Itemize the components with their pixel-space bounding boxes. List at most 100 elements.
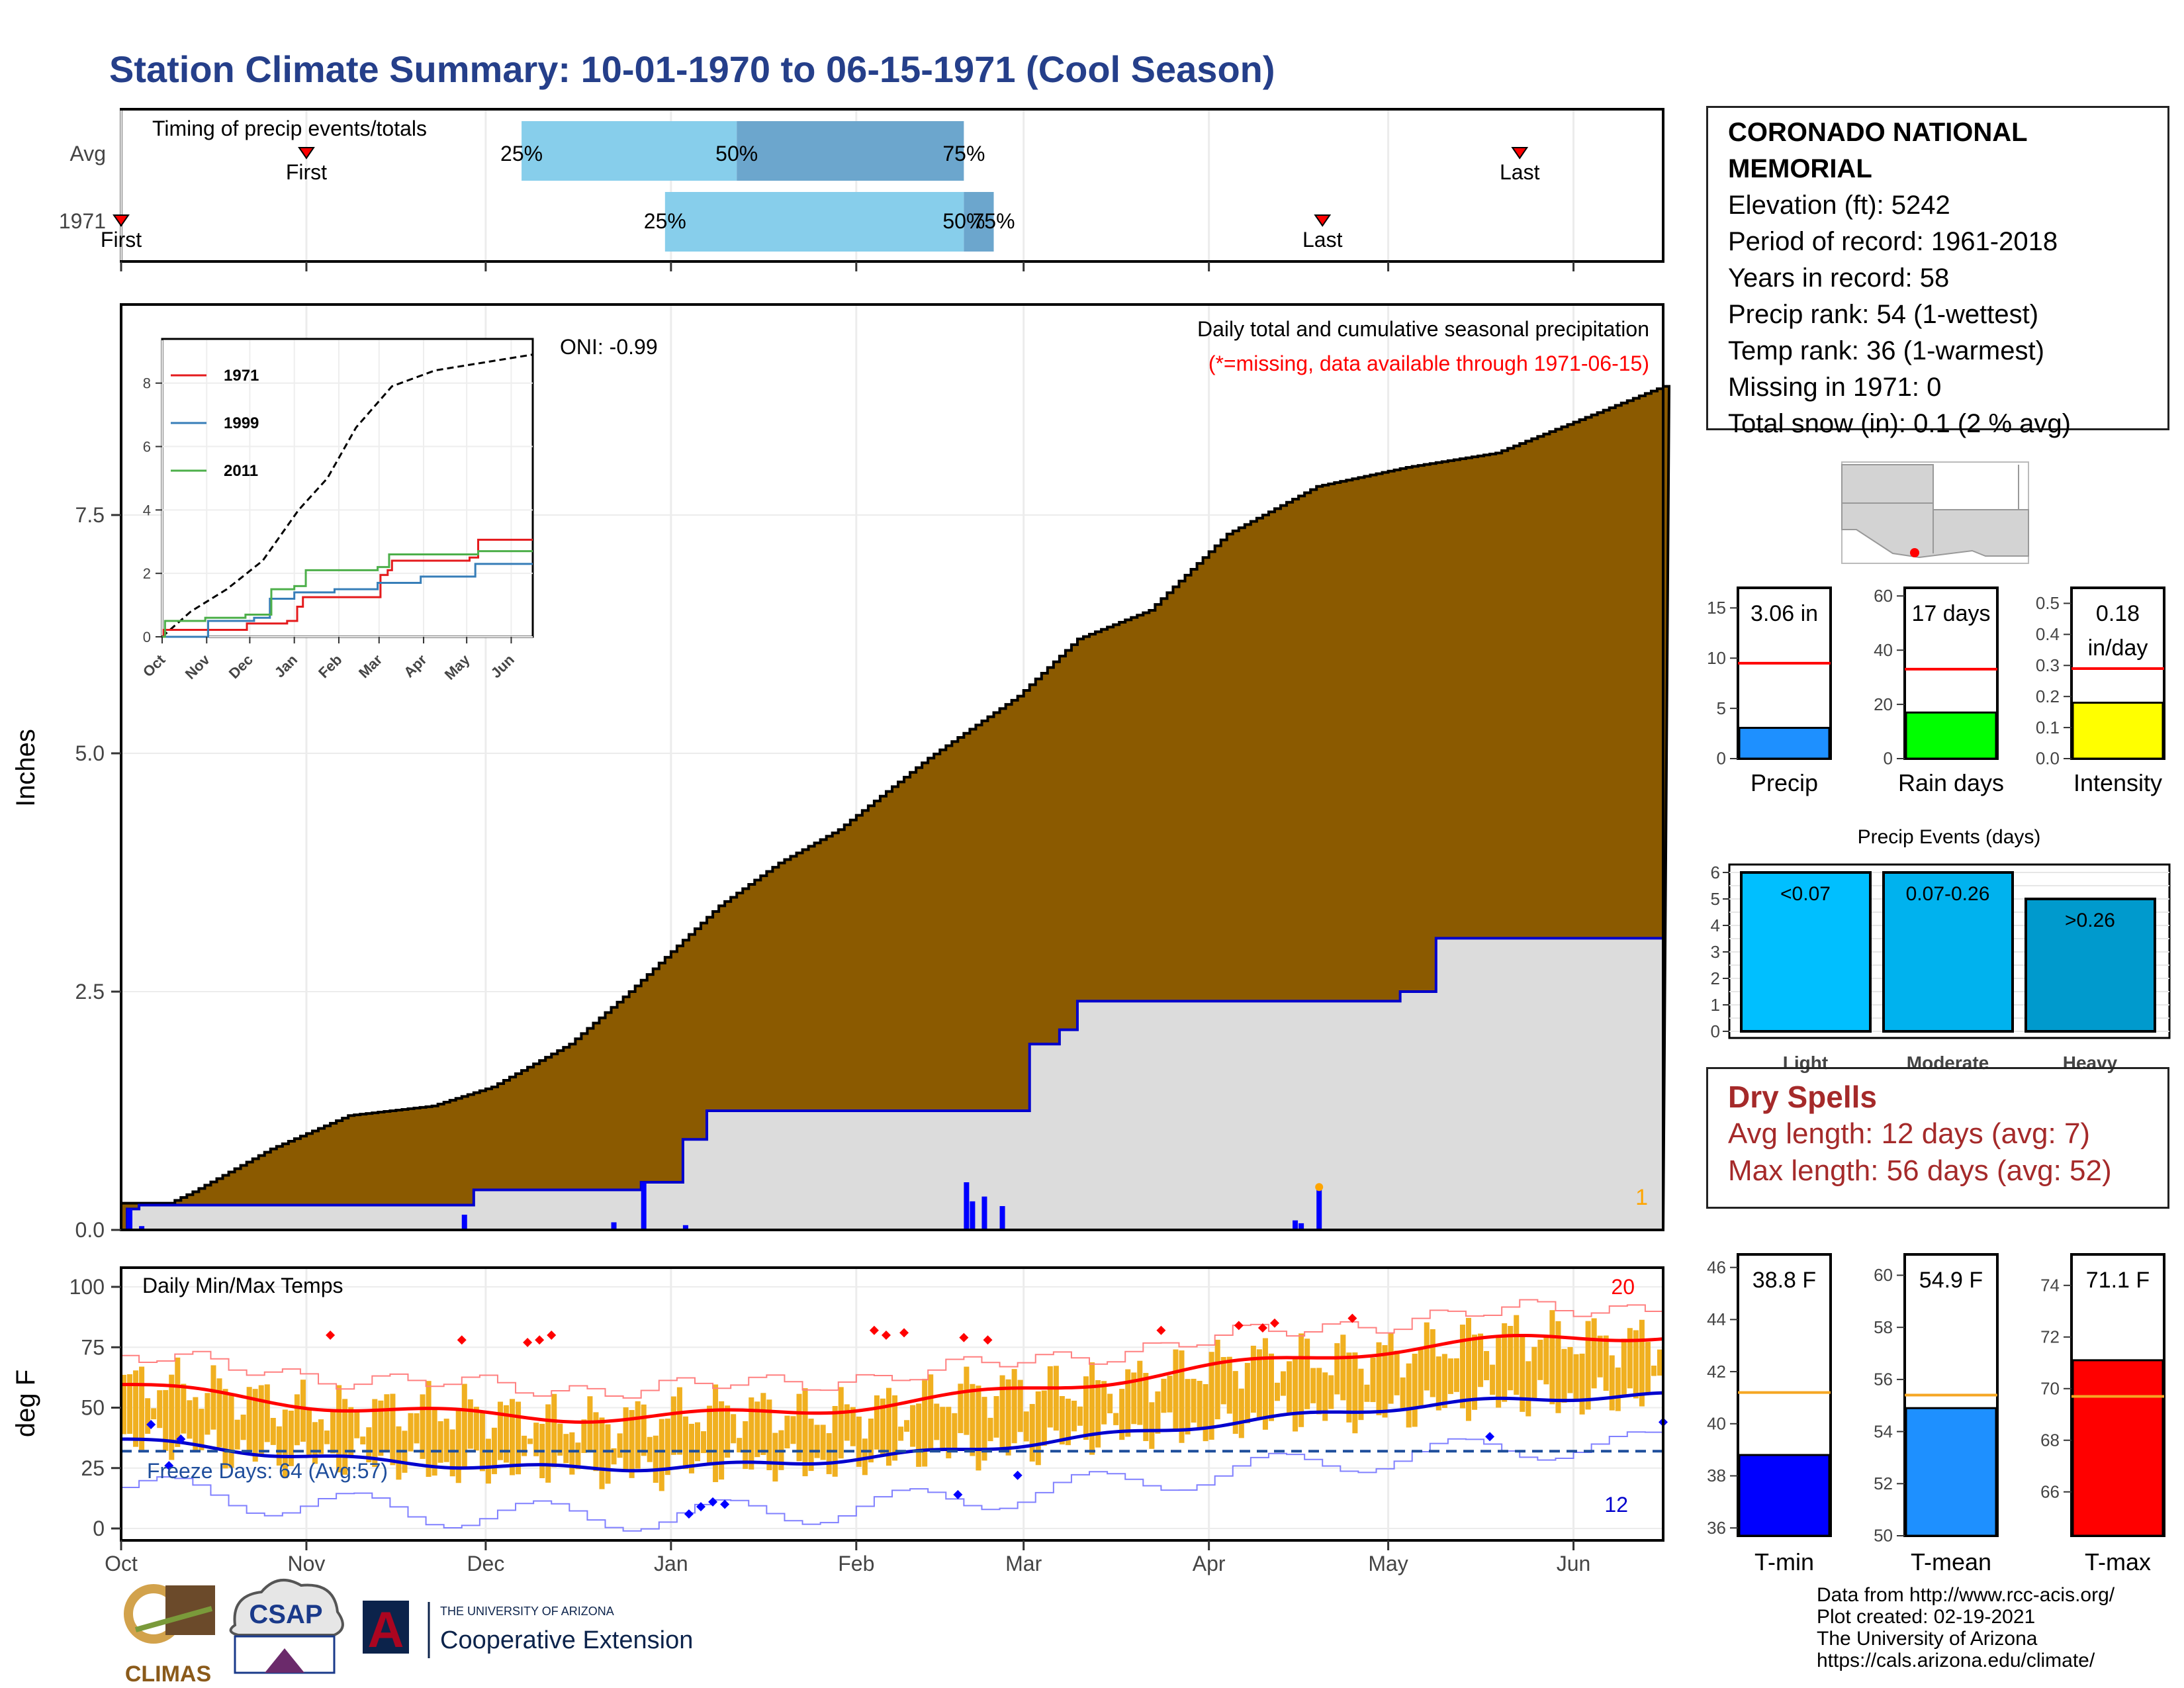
- daily-temp-bar: [1370, 1357, 1376, 1403]
- timing-row-1971-label: 1971: [59, 209, 106, 233]
- daily-temp-bar: [1627, 1328, 1633, 1389]
- daily-temp-bar: [1101, 1381, 1107, 1425]
- daily-temp-bar: [784, 1415, 790, 1448]
- record-low-marker: [164, 1461, 174, 1471]
- climas-logo: CLIMAS: [122, 1583, 215, 1687]
- daily-temp-bar: [1472, 1335, 1478, 1410]
- daily-temp-bar: [467, 1399, 473, 1449]
- precip-title: Daily total and cumulative seasonal prec…: [1197, 317, 1649, 341]
- summary-ytick-label: 38: [1707, 1466, 1726, 1485]
- daily-temp-bar: [898, 1427, 904, 1441]
- summary-ytick-label: 15: [1707, 598, 1726, 618]
- daily-temp-bar: [473, 1407, 479, 1451]
- avg-max-line: [121, 1333, 1664, 1424]
- daily-temp-bar: [503, 1405, 510, 1463]
- summary-bar-label: Precip: [1751, 769, 1818, 796]
- timing-last-marker-label: Last: [1302, 228, 1343, 252]
- daily-temp-bar: [916, 1403, 922, 1467]
- daily-precip-bar: [1316, 1187, 1322, 1230]
- daily-temp-bar: [1131, 1372, 1137, 1425]
- precip-ylabel: Inches: [11, 729, 40, 807]
- daily-temp-bar: [904, 1420, 910, 1432]
- summary-ytick-label: 40: [1707, 1413, 1726, 1433]
- timing-first-marker: [113, 214, 130, 227]
- daily-temp-bar: [1394, 1350, 1400, 1395]
- events-title: Precip Events (days): [1858, 826, 2041, 848]
- month-axis-label: Dec: [467, 1552, 504, 1575]
- daily-temp-bar: [336, 1385, 342, 1473]
- daily-temp-bar: [1657, 1349, 1662, 1376]
- record-high-marker: [523, 1337, 533, 1347]
- daily-temp-bar: [1412, 1353, 1418, 1427]
- summary-ytick-label: 66: [2040, 1481, 2060, 1501]
- timing-band-q25-q50: [522, 121, 737, 181]
- daily-temp-bar: [234, 1419, 240, 1450]
- daily-temp-bar: [599, 1417, 605, 1489]
- daily-temp-bar: [719, 1401, 725, 1480]
- daily-temp-bar: [1197, 1380, 1203, 1428]
- daily-temp-bar: [222, 1389, 228, 1469]
- precip-ytick-label: 2.5: [75, 980, 105, 1004]
- record-high-marker: [1234, 1321, 1244, 1331]
- daily-temp-bar: [981, 1397, 987, 1461]
- daily-temp-bar: [1310, 1368, 1316, 1403]
- daily-temp-bar: [193, 1397, 199, 1452]
- summary-bar-value: [2071, 1359, 2164, 1537]
- daily-temp-bar: [623, 1407, 629, 1470]
- daily-temp-bar: [157, 1390, 163, 1429]
- daily-temp-bar: [880, 1398, 886, 1455]
- temp-ytick-label: 50: [81, 1396, 105, 1420]
- events-ytick-label: 0: [1711, 1021, 1720, 1041]
- daily-temp-bar: [1382, 1345, 1388, 1418]
- daily-temp-bar: [922, 1378, 928, 1467]
- record-high-marker: [1347, 1313, 1357, 1323]
- daily-temp-bar: [754, 1401, 760, 1458]
- daily-temp-bar: [527, 1438, 533, 1444]
- daily-temp-bar: [557, 1423, 563, 1456]
- station-years: Years in record: 58: [1728, 263, 1950, 293]
- station-info-box: CORONADO NATIONAL MEMORIAL Elevation (ft…: [1706, 106, 2169, 438]
- month-axis-label: Oct: [105, 1552, 138, 1575]
- summary-value-label: 71.1 F: [2086, 1268, 2150, 1293]
- daily-temp-bar: [952, 1413, 958, 1450]
- events-bar-range: <0.07: [1780, 883, 1831, 905]
- daily-temp-bar: [1537, 1339, 1543, 1380]
- record-low-count: 12: [1604, 1493, 1628, 1517]
- daily-temp-bar: [850, 1407, 856, 1446]
- daily-temp-bar: [581, 1419, 587, 1453]
- summary-ytick-label: 46: [1707, 1257, 1726, 1277]
- daily-temp-bar: [790, 1416, 796, 1444]
- daily-temp-bar: [1328, 1375, 1334, 1409]
- daily-temp-bar: [199, 1409, 205, 1450]
- daily-temp-bar: [670, 1396, 676, 1455]
- daily-temp-bar: [1298, 1333, 1304, 1427]
- daily-temp-bar: [856, 1417, 862, 1467]
- daily-temp-bar: [1453, 1358, 1459, 1392]
- daily-temp-bar: [1220, 1356, 1226, 1405]
- station-snow: Total snow (in): 0.1 (2 % avg): [1728, 409, 2071, 438]
- summary-bar-value: [1905, 1407, 1997, 1537]
- summary-ytick-label: 42: [1707, 1362, 1726, 1382]
- summary-value-label: 17 days: [1911, 601, 1990, 626]
- credits: Data from http://www.rcc-acis.org/ Plot …: [1817, 1584, 2115, 1671]
- daily-temp-bar: [1053, 1366, 1059, 1431]
- daily-temp-bar: [1316, 1368, 1322, 1415]
- events-ytick-label: 5: [1711, 889, 1720, 909]
- daily-temp-bar: [1520, 1335, 1525, 1412]
- daily-temp-range-bars: [121, 1310, 1662, 1491]
- record-low-marker: [684, 1509, 694, 1519]
- daily-temp-bar: [420, 1394, 426, 1459]
- daily-temp-bar: [749, 1397, 754, 1470]
- month-axis-label: Feb: [838, 1552, 874, 1575]
- daily-temp-bar: [766, 1399, 772, 1470]
- daily-temp-bar: [940, 1407, 946, 1450]
- summary-bar-label: T-max: [2085, 1548, 2151, 1575]
- record-low-marker: [953, 1489, 963, 1499]
- events-bar-label: Moderate: [1907, 1053, 1989, 1073]
- daily-temp-bar: [713, 1384, 719, 1482]
- dry-spells-title: Dry Spells: [1728, 1080, 1877, 1114]
- daily-temp-bar: [1322, 1372, 1328, 1421]
- daily-temp-bar: [246, 1387, 252, 1450]
- daily-temp-bar: [533, 1423, 539, 1456]
